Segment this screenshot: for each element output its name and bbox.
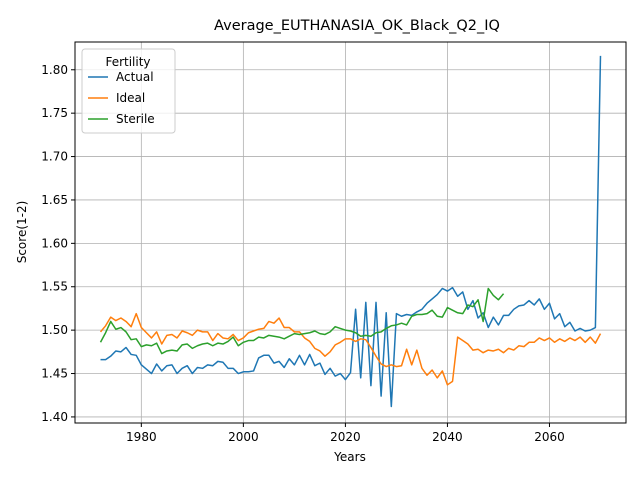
y-tick-label: 1.60: [41, 236, 68, 250]
legend-label-sterile: Sterile: [116, 112, 155, 126]
y-tick-label: 1.40: [41, 410, 68, 424]
series-line-actual: [100, 55, 602, 408]
legend: Fertility Actual Ideal Sterile: [81, 48, 176, 134]
legend-title: Fertility: [105, 55, 150, 69]
x-tick-label: 2040: [432, 430, 463, 444]
y-tick-label: 1.70: [41, 150, 68, 164]
x-axis-label: Years: [333, 450, 366, 464]
grid-lines: [75, 42, 626, 423]
y-tick-label: 1.75: [41, 106, 68, 120]
legend-box: [81, 48, 176, 134]
x-tick-label: 1980: [126, 430, 157, 444]
y-axis: 1.40 1.45 1.50 1.55 1.60 1.65 1.70 1.75 1.80: [41, 63, 75, 424]
y-tick-label: 1.45: [41, 367, 68, 381]
y-tick-label: 1.50: [41, 323, 68, 337]
x-tick-label: 2060: [534, 430, 565, 444]
legend-label-ideal: Ideal: [116, 91, 145, 105]
y-axis-label: Score(1-2): [15, 201, 29, 264]
plot-frame: [74, 41, 627, 424]
legend-label-actual: Actual: [116, 70, 154, 84]
series-line-ideal: [99, 312, 602, 386]
x-tick-label: 2000: [228, 430, 259, 444]
y-tick-label: 1.80: [41, 63, 68, 77]
series-line-sterile: [99, 287, 505, 355]
y-tick-label: 1.55: [41, 280, 68, 294]
chart-title: Average_EUTHANASIA_OK_Black_Q2_IQ: [214, 18, 500, 34]
series-layer: [99, 55, 602, 408]
x-axis: 1980 2000 2020 2040 2060: [126, 423, 565, 444]
y-tick-label: 1.65: [41, 193, 68, 207]
x-tick-label: 2020: [330, 430, 361, 444]
